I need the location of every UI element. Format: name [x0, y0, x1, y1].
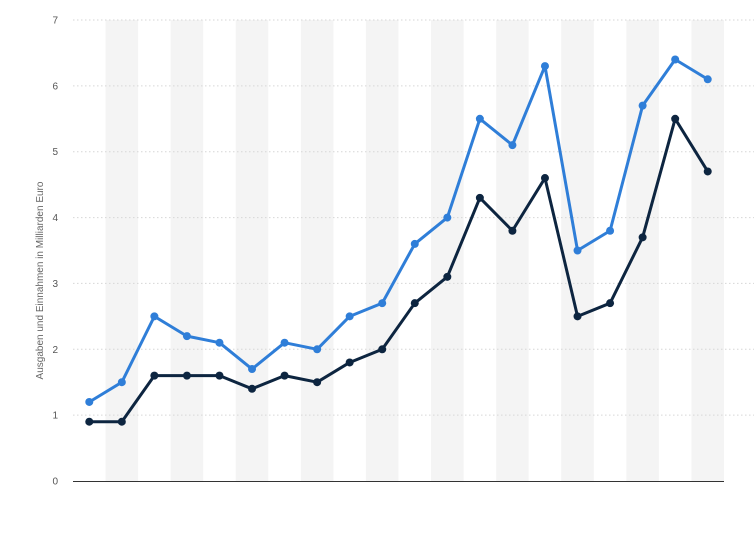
y-tick-label: 7 [52, 16, 58, 27]
data-point[interactable] [85, 397, 94, 406]
data-point[interactable] [606, 226, 615, 235]
data-point[interactable] [443, 213, 452, 222]
series-group [85, 55, 712, 426]
data-point[interactable] [671, 55, 680, 64]
data-point[interactable] [573, 312, 582, 321]
background-band [626, 20, 659, 481]
data-point[interactable] [703, 167, 712, 176]
data-point[interactable] [378, 345, 387, 354]
data-point[interactable] [606, 299, 615, 308]
y-tick-label: 1 [52, 411, 58, 422]
series-2 [85, 114, 712, 426]
data-point[interactable] [85, 417, 94, 426]
background-bands [105, 20, 724, 481]
background-band [170, 20, 204, 481]
data-point[interactable] [248, 384, 257, 393]
data-point[interactable] [345, 312, 354, 321]
data-point[interactable] [443, 272, 452, 281]
data-point[interactable] [248, 365, 257, 374]
y-tick-label: 6 [52, 81, 58, 92]
data-point[interactable] [215, 371, 224, 380]
y-tick-label: 2 [52, 345, 58, 356]
y-tick-label: 0 [52, 477, 58, 488]
data-point[interactable] [410, 239, 419, 248]
data-point[interactable] [117, 417, 126, 426]
background-band [105, 20, 139, 481]
data-point[interactable] [117, 378, 126, 387]
data-point[interactable] [313, 345, 322, 354]
y-axis-ticks: 0 1 2 3 4 5 6 7 [52, 16, 58, 488]
background-band [235, 20, 269, 481]
data-point[interactable] [475, 114, 484, 123]
data-point[interactable] [573, 246, 582, 255]
y-tick-label: 3 [52, 279, 58, 290]
data-point[interactable] [638, 233, 647, 242]
data-point[interactable] [150, 371, 159, 380]
series-line [87, 117, 710, 424]
data-point[interactable] [475, 193, 484, 202]
data-point[interactable] [540, 62, 549, 71]
background-band [300, 20, 334, 481]
series-1 [85, 55, 712, 406]
data-point[interactable] [378, 299, 387, 308]
data-point[interactable] [410, 299, 419, 308]
data-point[interactable] [280, 338, 289, 347]
data-point[interactable] [671, 114, 680, 123]
series-line [87, 58, 710, 404]
data-point[interactable] [540, 174, 549, 183]
data-point[interactable] [638, 101, 647, 110]
data-point[interactable] [345, 358, 354, 367]
background-band [691, 20, 724, 481]
background-band [365, 20, 399, 481]
data-point[interactable] [150, 312, 159, 321]
gridlines [73, 19, 754, 416]
data-point[interactable] [280, 371, 289, 380]
data-point[interactable] [703, 75, 712, 84]
y-axis-title: Ausgaben und Einnahmen in Milliarden Eur… [35, 181, 46, 379]
data-point[interactable] [182, 332, 191, 341]
data-point[interactable] [182, 371, 191, 380]
data-point[interactable] [313, 378, 322, 387]
y-tick-label: 5 [52, 147, 58, 158]
data-point[interactable] [508, 141, 517, 150]
data-point[interactable] [215, 338, 224, 347]
background-band [496, 20, 529, 481]
y-tick-label: 4 [52, 213, 58, 224]
data-point[interactable] [508, 226, 517, 235]
